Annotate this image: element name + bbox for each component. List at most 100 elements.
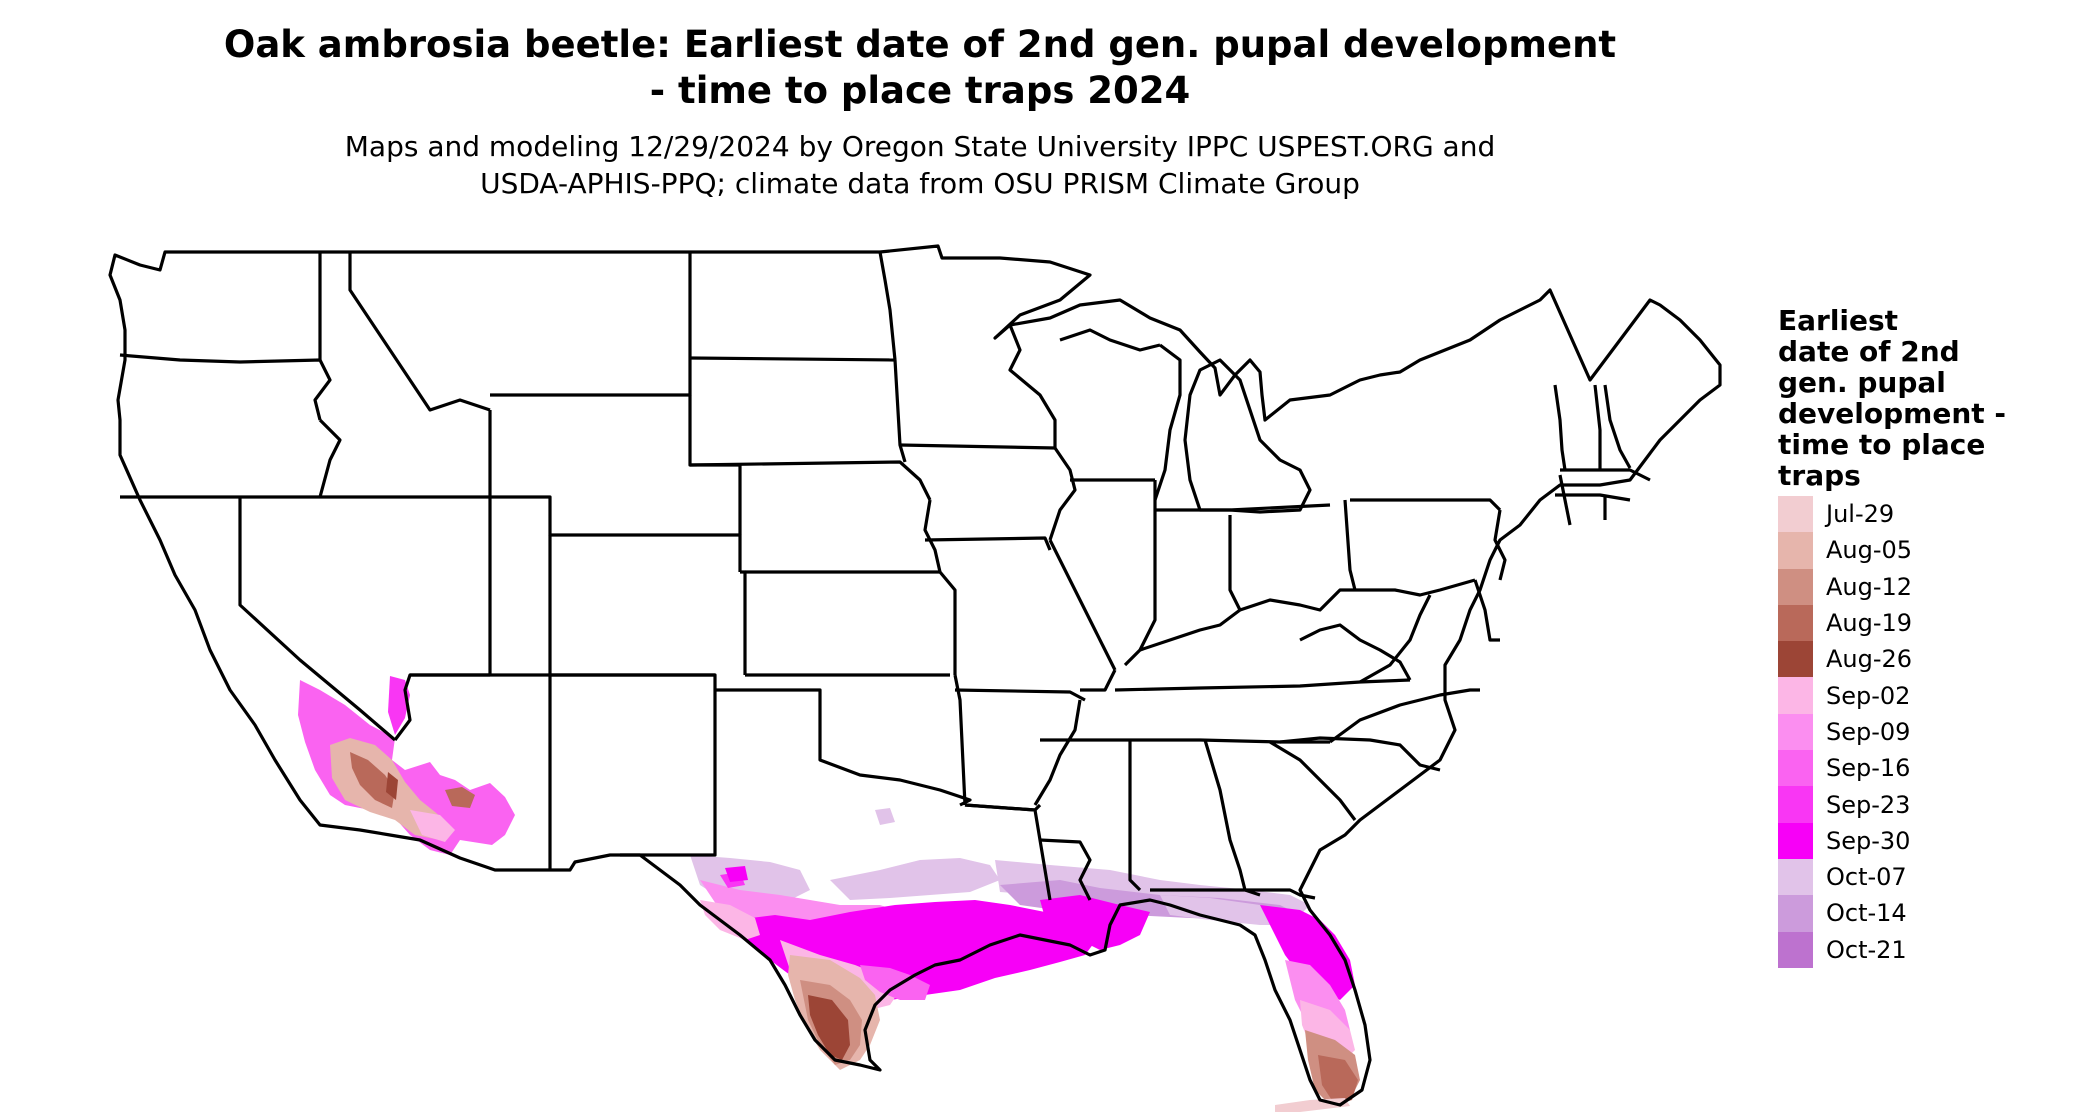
border-al-ga bbox=[1203, 739, 1247, 891]
phenology-zone-louisiana bbox=[1040, 895, 1150, 950]
border-ok-ar bbox=[953, 674, 967, 806]
border-nc-va-tn bbox=[1329, 688, 1480, 744]
border-ia-mo bbox=[924, 536, 1052, 551]
legend-items: Jul-29 Aug-05 Aug-12 Aug-19 Aug-26 Sep-02 Sep-… bbox=[1778, 496, 2078, 968]
border-nd-mn bbox=[878, 251, 897, 361]
map-subtitle-line-2: USDA-APHIS-PPQ; climate data from OSU PR… bbox=[480, 167, 1360, 200]
border-sc-nc bbox=[1279, 736, 1441, 772]
border-co-nm bbox=[550, 673, 717, 690]
legend-title-line: gen. pupal bbox=[1778, 366, 1946, 399]
border-in-ky bbox=[1139, 608, 1241, 652]
legend-item: Aug-19 bbox=[1778, 604, 2078, 642]
border-il-in bbox=[1123, 480, 1157, 667]
border-de-md bbox=[1473, 579, 1500, 642]
border-pa-ny bbox=[1350, 498, 1502, 512]
border-id-nv-ut bbox=[320, 410, 492, 499]
phenology-zone-phoenix bbox=[445, 787, 475, 808]
border-pa-nj bbox=[1493, 509, 1507, 581]
legend-swatch bbox=[1778, 822, 1813, 859]
border-wv-pa-md bbox=[1355, 578, 1476, 597]
legend-swatch bbox=[1778, 604, 1813, 642]
map-title-line-1: Oak ambrosia beetle: Earliest date of 2n… bbox=[223, 23, 1617, 66]
border-ia-il bbox=[1048, 447, 1077, 541]
legend-item: Sep-16 bbox=[1778, 750, 2078, 787]
phenology-zone-florida-panhandle bbox=[1160, 895, 1300, 925]
border-ny-vt-ma bbox=[1553, 384, 1567, 471]
border-nm-tx bbox=[620, 690, 717, 857]
legend-swatch bbox=[1778, 858, 1813, 896]
legend-label: Sep-30 bbox=[1826, 826, 1911, 855]
phenology-zone-southwest-hot bbox=[350, 752, 395, 808]
border-mo-ar bbox=[954, 688, 1086, 702]
legend-label: Sep-23 bbox=[1826, 790, 1911, 819]
legend-label: Oct-14 bbox=[1826, 899, 1907, 928]
phenology-zone-rio-grande-light bbox=[700, 900, 760, 940]
border-ca-nv bbox=[238, 497, 397, 742]
border-ky-wv-va bbox=[1299, 623, 1412, 681]
legend-title-line: Earliest bbox=[1778, 304, 1899, 337]
phenology-zone-big-bend-spot bbox=[725, 866, 748, 882]
border-nd-sd bbox=[689, 356, 896, 362]
legend-item: Jul-29 bbox=[1778, 496, 2078, 533]
legend-label: Jul-29 bbox=[1826, 500, 1895, 529]
border-vt-nh bbox=[1593, 384, 1602, 470]
border-ga-sc bbox=[1269, 740, 1357, 821]
legend-item: Sep-09 bbox=[1778, 713, 2078, 751]
legend-title-line: time to place bbox=[1778, 428, 1986, 461]
legend-swatch bbox=[1778, 641, 1813, 678]
map-legend: Earliest date of 2nd gen. pupal development… bbox=[1778, 305, 2078, 968]
legend-item: Aug-26 bbox=[1778, 641, 2078, 678]
legend-item: Oct-14 bbox=[1778, 895, 2078, 932]
phenology-zone-florida-south-hot bbox=[1318, 1055, 1358, 1105]
legend-label: Aug-12 bbox=[1826, 572, 1913, 601]
border-mo-il bbox=[1048, 539, 1117, 671]
state-borders bbox=[108, 244, 1722, 1107]
border-ar-ms-tn bbox=[1033, 699, 1082, 806]
border-ms-al bbox=[1128, 740, 1142, 892]
legend-swatch bbox=[1778, 895, 1813, 932]
legend-item: Sep-02 bbox=[1778, 677, 2078, 714]
border-ar-la bbox=[964, 803, 1042, 812]
lake-michigan-shore bbox=[1153, 343, 1182, 501]
legend-item: Sep-30 bbox=[1778, 822, 2078, 859]
legend-label: Sep-16 bbox=[1826, 754, 1911, 783]
border-ky-tn bbox=[1114, 678, 1411, 692]
legend-title-line: traps bbox=[1778, 459, 1861, 492]
legend-item: Aug-12 bbox=[1778, 568, 2078, 605]
border-mn-wi bbox=[1008, 324, 1057, 448]
border-ok-tx bbox=[715, 688, 972, 807]
legend-title-line: date of 2nd bbox=[1778, 335, 1960, 368]
legend-title-line: development - bbox=[1778, 397, 2007, 430]
legend-swatch bbox=[1778, 496, 1813, 533]
border-tn-ms-al-ga bbox=[1040, 738, 1330, 744]
legend-label: Aug-26 bbox=[1826, 645, 1913, 674]
phenology-zone-south-texas-hot bbox=[808, 995, 850, 1060]
map-subtitle-line-1: Maps and modeling 12/29/2024 by Oregon S… bbox=[344, 130, 1496, 163]
border-or-id bbox=[318, 418, 342, 498]
nation-outline bbox=[108, 244, 1722, 1107]
border-co-ks-ne bbox=[740, 570, 747, 675]
phenology-zone-texas-coast bbox=[860, 965, 930, 1000]
legend-label: Oct-07 bbox=[1826, 863, 1907, 892]
border-oh-wv-ky bbox=[1239, 588, 1355, 612]
phenology-zone-southwest-light bbox=[410, 810, 455, 842]
legend-item: Oct-07 bbox=[1778, 858, 2078, 896]
border-ne-ia-mo bbox=[923, 499, 957, 675]
border-id-mt bbox=[348, 252, 491, 412]
border-nv-az bbox=[393, 673, 490, 741]
border-wy-co bbox=[490, 495, 742, 572]
border-mt-wy bbox=[490, 252, 692, 397]
border-sd-mn-ia bbox=[893, 359, 907, 463]
legend-swatch bbox=[1778, 677, 1813, 714]
legend-item: Sep-23 bbox=[1778, 786, 2078, 823]
phenology-zone-texas-hill-spot bbox=[875, 808, 895, 825]
legend-item: Aug-05 bbox=[1778, 532, 2078, 569]
legend-label: Aug-19 bbox=[1826, 609, 1913, 638]
legend-item: Oct-21 bbox=[1778, 931, 2078, 968]
legend-swatch bbox=[1778, 532, 1813, 569]
phenology-zone-florida-north bbox=[1260, 905, 1355, 1000]
michigan-lower-peninsula bbox=[1183, 358, 1312, 514]
legend-swatch bbox=[1778, 750, 1813, 787]
border-nh-me bbox=[1603, 384, 1632, 469]
